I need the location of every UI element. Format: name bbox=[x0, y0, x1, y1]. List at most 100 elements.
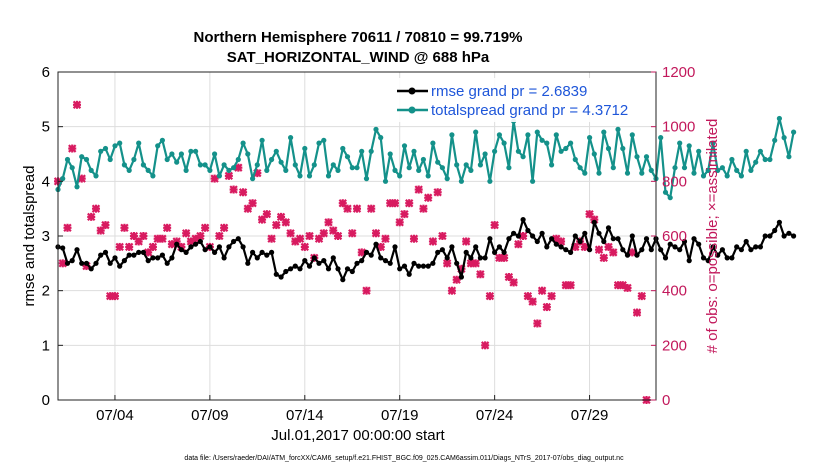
totalspread-point bbox=[202, 162, 208, 168]
totalspread-point bbox=[430, 140, 436, 146]
rmse-point bbox=[254, 255, 260, 261]
rmse-point bbox=[121, 258, 127, 264]
obs-assimilated-marker bbox=[196, 231, 205, 241]
totalspread-point bbox=[672, 165, 678, 171]
y-axis-left-label: rmse and totalspread bbox=[21, 166, 38, 307]
obs-assimilated-marker bbox=[499, 253, 509, 263]
rmse-point bbox=[563, 247, 569, 253]
totalspread-point bbox=[64, 156, 71, 163]
rmse-point bbox=[658, 247, 664, 253]
totalspread-point bbox=[482, 151, 488, 157]
totalspread-point bbox=[349, 165, 355, 171]
totalspread-point bbox=[767, 156, 773, 163]
rmse-point bbox=[719, 247, 726, 253]
totalspread-point bbox=[131, 156, 137, 163]
rmse-point bbox=[306, 263, 313, 269]
rmse-point bbox=[288, 266, 294, 272]
legend-spread-marker bbox=[408, 106, 416, 114]
obs-assimilated-marker bbox=[623, 283, 632, 293]
x-tick-label: 07/24 bbox=[476, 407, 514, 424]
y-right-tick-label: 600 bbox=[662, 228, 687, 245]
obs-assimilated-marker bbox=[367, 204, 376, 213]
totalspread-point bbox=[681, 165, 688, 171]
rmse-point bbox=[302, 258, 308, 264]
rmse-point bbox=[169, 255, 175, 261]
rmse-point bbox=[691, 236, 697, 242]
rmse-point bbox=[454, 260, 460, 266]
totalspread-point bbox=[382, 178, 389, 184]
totalspread-point bbox=[572, 156, 578, 163]
rmse-point bbox=[145, 258, 151, 264]
obs-assimilated-marker bbox=[433, 188, 442, 197]
rmse-point bbox=[273, 271, 279, 277]
obs-assimilated-marker bbox=[281, 218, 290, 227]
y-right-tick-label: 1000 bbox=[662, 119, 695, 136]
obs-assimilated-marker bbox=[219, 223, 229, 232]
rmse-point bbox=[748, 247, 754, 253]
rmse-point bbox=[344, 266, 351, 272]
totalspread-point bbox=[212, 151, 218, 157]
rmse-point bbox=[131, 252, 137, 258]
rmse-point bbox=[349, 268, 355, 275]
totalspread-point bbox=[757, 148, 764, 154]
totalspread-point bbox=[639, 170, 645, 176]
rmse-point bbox=[107, 260, 113, 266]
obs-assimilated-marker bbox=[480, 341, 490, 350]
obs-assimilated-marker bbox=[547, 291, 556, 301]
rmse-point bbox=[79, 260, 85, 266]
totalspread-point bbox=[420, 156, 426, 163]
rmse-point bbox=[150, 255, 156, 261]
totalspread-point bbox=[344, 154, 351, 160]
gridlines bbox=[58, 71, 656, 401]
totalspread-point bbox=[444, 176, 450, 182]
totalspread-point bbox=[610, 165, 616, 171]
obs-assimilated-marker bbox=[352, 204, 362, 213]
obs-assimilated-marker bbox=[447, 286, 457, 295]
obs-assimilated-marker bbox=[461, 237, 471, 246]
legend-rmse-marker bbox=[408, 87, 416, 95]
totalspread-point bbox=[392, 167, 398, 173]
totalspread-point bbox=[520, 154, 526, 160]
totalspread-point bbox=[605, 145, 612, 152]
rmse-point bbox=[582, 230, 588, 236]
totalspread-point bbox=[302, 145, 308, 152]
rmse-point bbox=[686, 258, 692, 264]
rmse-point bbox=[240, 244, 246, 250]
totalspread-point bbox=[477, 162, 483, 168]
rmse-point bbox=[610, 236, 616, 242]
totalspread-point bbox=[254, 162, 260, 168]
totalspread-point bbox=[734, 167, 740, 173]
obs-assimilated-marker bbox=[272, 220, 281, 230]
totalspread-point bbox=[311, 162, 317, 168]
totalspread-point bbox=[658, 135, 664, 141]
totalspread-point bbox=[316, 140, 322, 146]
obs-assimilated-marker bbox=[390, 199, 400, 208]
rmse-point bbox=[444, 255, 450, 261]
rmse-point bbox=[373, 241, 379, 247]
totalspread-point bbox=[188, 148, 194, 154]
rmse-point bbox=[572, 233, 578, 239]
totalspread-point bbox=[539, 137, 545, 143]
rmse-point bbox=[74, 247, 80, 253]
obs-assimilated-marker bbox=[63, 223, 72, 232]
rmse-point bbox=[420, 263, 426, 269]
x-axis-label: Jul.01,2017 00:00:00 start bbox=[271, 427, 445, 444]
totalspread-point bbox=[378, 135, 384, 141]
rmse-point bbox=[278, 274, 284, 280]
x-tick-label: 07/19 bbox=[381, 407, 419, 424]
totalspread-point bbox=[501, 140, 507, 146]
legend: rmse grand pr = 2.6839 totalspread grand… bbox=[395, 78, 653, 122]
totalspread-point bbox=[553, 132, 559, 138]
obs-assimilated-marker bbox=[295, 234, 305, 243]
obs-assimilated-marker bbox=[428, 237, 438, 246]
rmse-point bbox=[164, 260, 170, 266]
totalspread-point bbox=[425, 173, 431, 179]
totalspread-point bbox=[591, 151, 597, 157]
totalspread-point bbox=[710, 140, 716, 146]
obs-assimilated-marker bbox=[229, 185, 238, 194]
obs-assimilated-marker bbox=[566, 281, 575, 290]
rmse-point bbox=[639, 247, 645, 253]
rmse-point bbox=[468, 255, 474, 261]
obs-assimilated-marker bbox=[419, 204, 428, 213]
